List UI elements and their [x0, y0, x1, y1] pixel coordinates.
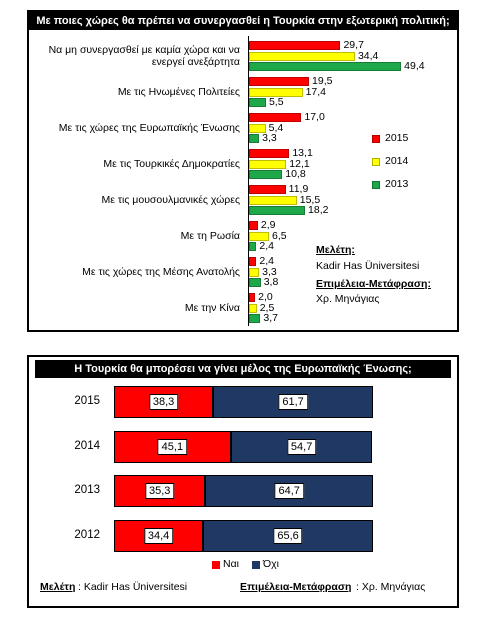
bar [249, 278, 261, 287]
bar [249, 221, 258, 230]
value-label: 5,5 [268, 96, 284, 108]
bar [249, 87, 303, 97]
category-label: 2013 [74, 484, 100, 496]
value-label: 10,8 [285, 168, 306, 180]
value-label: 17,0 [304, 111, 325, 123]
value-label: 2,4 [259, 240, 274, 252]
editor: Χρ. Μηνάγιας [316, 293, 380, 305]
category-label: 2015 [74, 395, 100, 407]
editor-label: Επιμέλεια-Μετάφραση [240, 581, 352, 593]
value-label: 15,5 [299, 193, 321, 206]
bar [249, 51, 355, 61]
bar [249, 185, 286, 194]
editor: : Χρ. Μηνάγιας [356, 581, 426, 593]
value-label: 3,8 [263, 276, 279, 288]
value-label: 38,3 [148, 394, 179, 410]
bar [249, 149, 290, 158]
legend-swatch [372, 158, 380, 166]
value-label: 2,9 [260, 219, 276, 231]
source-label: Μελέτη: [316, 244, 355, 256]
axis-line [248, 36, 249, 326]
source: Kadir Has Üniversitesi [316, 260, 420, 272]
bar [230, 430, 373, 463]
bar [249, 195, 297, 205]
bar [249, 257, 257, 266]
legend-swatch [252, 561, 260, 569]
category-label: 2012 [74, 528, 100, 541]
value-label: 2,4 [259, 255, 274, 267]
value-label: 29,7 [343, 39, 364, 51]
bar [249, 113, 302, 122]
bar [249, 123, 266, 133]
value-label: 13,1 [292, 147, 313, 159]
value-label: 17,4 [305, 85, 327, 98]
value-label: 45,1 [157, 438, 188, 455]
category-label: Να μη συνεργασθεί με καμία χώρα και να ε… [48, 44, 240, 68]
bar [249, 41, 341, 50]
bar [249, 159, 287, 169]
value-label: 49,4 [404, 60, 425, 72]
category-label: Με τις χώρες της Μέσης Ανατολής [82, 266, 240, 278]
value-label: 35,3 [144, 483, 175, 499]
chart-title: Με ποιες χώρες θα πρέπει να συνεργασθεί … [29, 12, 457, 30]
value-label: 54,7 [286, 438, 317, 455]
legend-label: 2015 [385, 132, 409, 144]
legend-label: 2014 [385, 155, 409, 167]
editor-label: Επιμέλεια-Μετάφραση: [316, 278, 431, 290]
value-label: 2,5 [259, 301, 275, 314]
chart-title: Η Τουρκία θα μπορέσει να γίνει μέλος της… [35, 360, 451, 378]
value-label: 18,2 [308, 204, 329, 216]
bar [249, 98, 266, 107]
legend-swatch [372, 181, 380, 189]
category-label: Με τη Ρωσία [180, 230, 240, 242]
legend-label: Όχι [263, 558, 279, 570]
chart-frame [27, 355, 459, 608]
bar [249, 77, 310, 86]
bar [249, 314, 261, 323]
bar [249, 293, 256, 302]
value-label: 3,3 [262, 132, 277, 144]
value-label: 61,7 [278, 394, 308, 410]
value-label: 19,5 [312, 75, 333, 87]
bar [249, 170, 283, 179]
value-label: 2,0 [258, 291, 273, 303]
legend-swatch [372, 135, 380, 143]
category-label: Με τις Ηνωμένες Πολιτείες [117, 86, 240, 98]
value-label: 5,4 [268, 121, 284, 134]
bar [249, 303, 257, 313]
legend-label: 2013 [385, 178, 409, 190]
source: : Kadir Has Üniversitesi [78, 581, 188, 593]
bar [249, 206, 306, 215]
value-label: 34,4 [143, 527, 174, 544]
category-label: Με τις μουσουλμανικές χώρες [101, 194, 241, 206]
category-label: 2014 [74, 439, 100, 452]
bar [249, 134, 260, 143]
category-label: Με τις χώρες της Ευρωπαϊκής Ένωσης [58, 122, 240, 134]
category-label: Με την Κίνα [184, 302, 240, 314]
chart-frame [27, 10, 459, 332]
value-label: 6,5 [272, 229, 287, 242]
value-label: 11,9 [288, 183, 309, 195]
bar [249, 62, 402, 71]
value-label: 34,4 [357, 49, 379, 62]
bar [249, 231, 270, 241]
value-label: 65,6 [273, 527, 303, 544]
source-label: Μελέτη [40, 581, 76, 593]
legend-swatch [212, 561, 220, 569]
value-label: 3,3 [262, 265, 277, 278]
legend-label: Ναι [223, 558, 239, 570]
value-label: 3,7 [263, 312, 278, 324]
value-label: 64,7 [274, 483, 304, 499]
bar [249, 242, 257, 251]
category-label: Με τις Τουρκικές Δημοκρατίες [103, 158, 240, 170]
bar [249, 267, 260, 277]
value-label: 12,1 [289, 157, 310, 170]
